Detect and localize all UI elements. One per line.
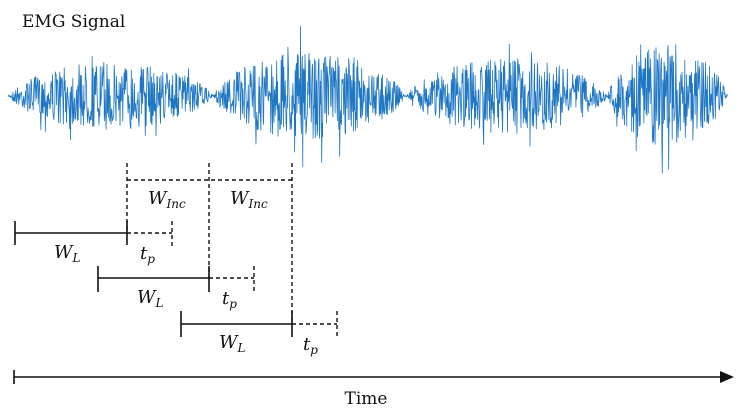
window-label-1: WL bbox=[54, 242, 81, 265]
analysis-window-3 bbox=[180, 311, 338, 338]
increment-brackets bbox=[126, 163, 293, 322]
time-axis-label: Time bbox=[345, 389, 388, 409]
analysis-window-1 bbox=[14, 221, 173, 247]
time-axis-arrow-icon bbox=[720, 371, 734, 383]
window-label-3: WL bbox=[219, 332, 246, 355]
emg-signal-waveform bbox=[7, 25, 728, 174]
window-label-2: WL bbox=[137, 287, 164, 310]
increment-label-2: WInc bbox=[230, 188, 268, 211]
processing-time-label-1: tp bbox=[140, 243, 155, 266]
processing-time-label-2: tp bbox=[222, 288, 237, 311]
processing-time-label-3: tp bbox=[303, 334, 318, 357]
increment-label-1: WInc bbox=[148, 188, 186, 211]
analysis-window-2 bbox=[97, 266, 255, 293]
time-axis bbox=[13, 370, 734, 384]
signal-title: EMG Signal bbox=[22, 12, 125, 32]
